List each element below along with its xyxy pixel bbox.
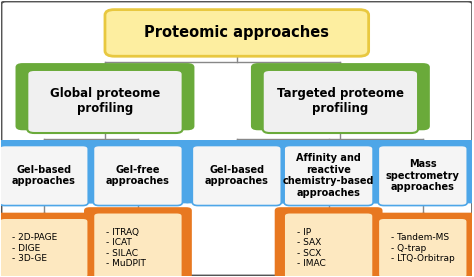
FancyBboxPatch shape	[284, 213, 373, 277]
FancyBboxPatch shape	[0, 145, 88, 206]
Text: Gel-based
approaches: Gel-based approaches	[12, 165, 76, 186]
Text: Gel-free
approaches: Gel-free approaches	[106, 165, 170, 186]
FancyBboxPatch shape	[284, 145, 373, 206]
FancyBboxPatch shape	[93, 213, 182, 277]
Text: - Tandem-MS
- Q-trap
- LTQ-Orbitrap: - Tandem-MS - Q-trap - LTQ-Orbitrap	[391, 233, 455, 263]
FancyBboxPatch shape	[192, 145, 281, 206]
Text: Gel-based
approaches: Gel-based approaches	[205, 165, 269, 186]
FancyBboxPatch shape	[0, 140, 98, 203]
Text: Affinity and
reactive
chemistry-based
approaches: Affinity and reactive chemistry-based ap…	[283, 153, 374, 198]
FancyBboxPatch shape	[0, 218, 88, 277]
Text: Mass
spectrometry
approaches: Mass spectrometry approaches	[386, 159, 460, 192]
FancyBboxPatch shape	[105, 10, 369, 56]
FancyBboxPatch shape	[275, 207, 383, 277]
FancyBboxPatch shape	[183, 140, 291, 203]
FancyBboxPatch shape	[0, 213, 98, 276]
Text: - ITRAQ
- ICAT
- SILAC
- MuDPIT: - ITRAQ - ICAT - SILAC - MuDPIT	[106, 228, 146, 268]
FancyBboxPatch shape	[369, 140, 474, 203]
FancyBboxPatch shape	[84, 207, 192, 277]
FancyBboxPatch shape	[84, 140, 192, 203]
FancyBboxPatch shape	[378, 145, 467, 206]
FancyBboxPatch shape	[263, 70, 418, 133]
FancyBboxPatch shape	[93, 145, 182, 206]
FancyBboxPatch shape	[27, 70, 182, 133]
Text: - 2D-PAGE
- DIGE
- 3D-GE: - 2D-PAGE - DIGE - 3D-GE	[12, 233, 57, 263]
FancyBboxPatch shape	[378, 218, 467, 277]
Text: Proteomic approaches: Proteomic approaches	[144, 25, 329, 40]
FancyBboxPatch shape	[16, 63, 194, 130]
Text: Targeted proteome
profiling: Targeted proteome profiling	[277, 88, 404, 116]
FancyBboxPatch shape	[275, 140, 383, 203]
FancyBboxPatch shape	[369, 213, 474, 276]
Text: Global proteome
profiling: Global proteome profiling	[50, 88, 160, 116]
Text: - IP
- SAX
- SCX
- IMAC: - IP - SAX - SCX - IMAC	[297, 228, 326, 268]
FancyBboxPatch shape	[251, 63, 430, 130]
